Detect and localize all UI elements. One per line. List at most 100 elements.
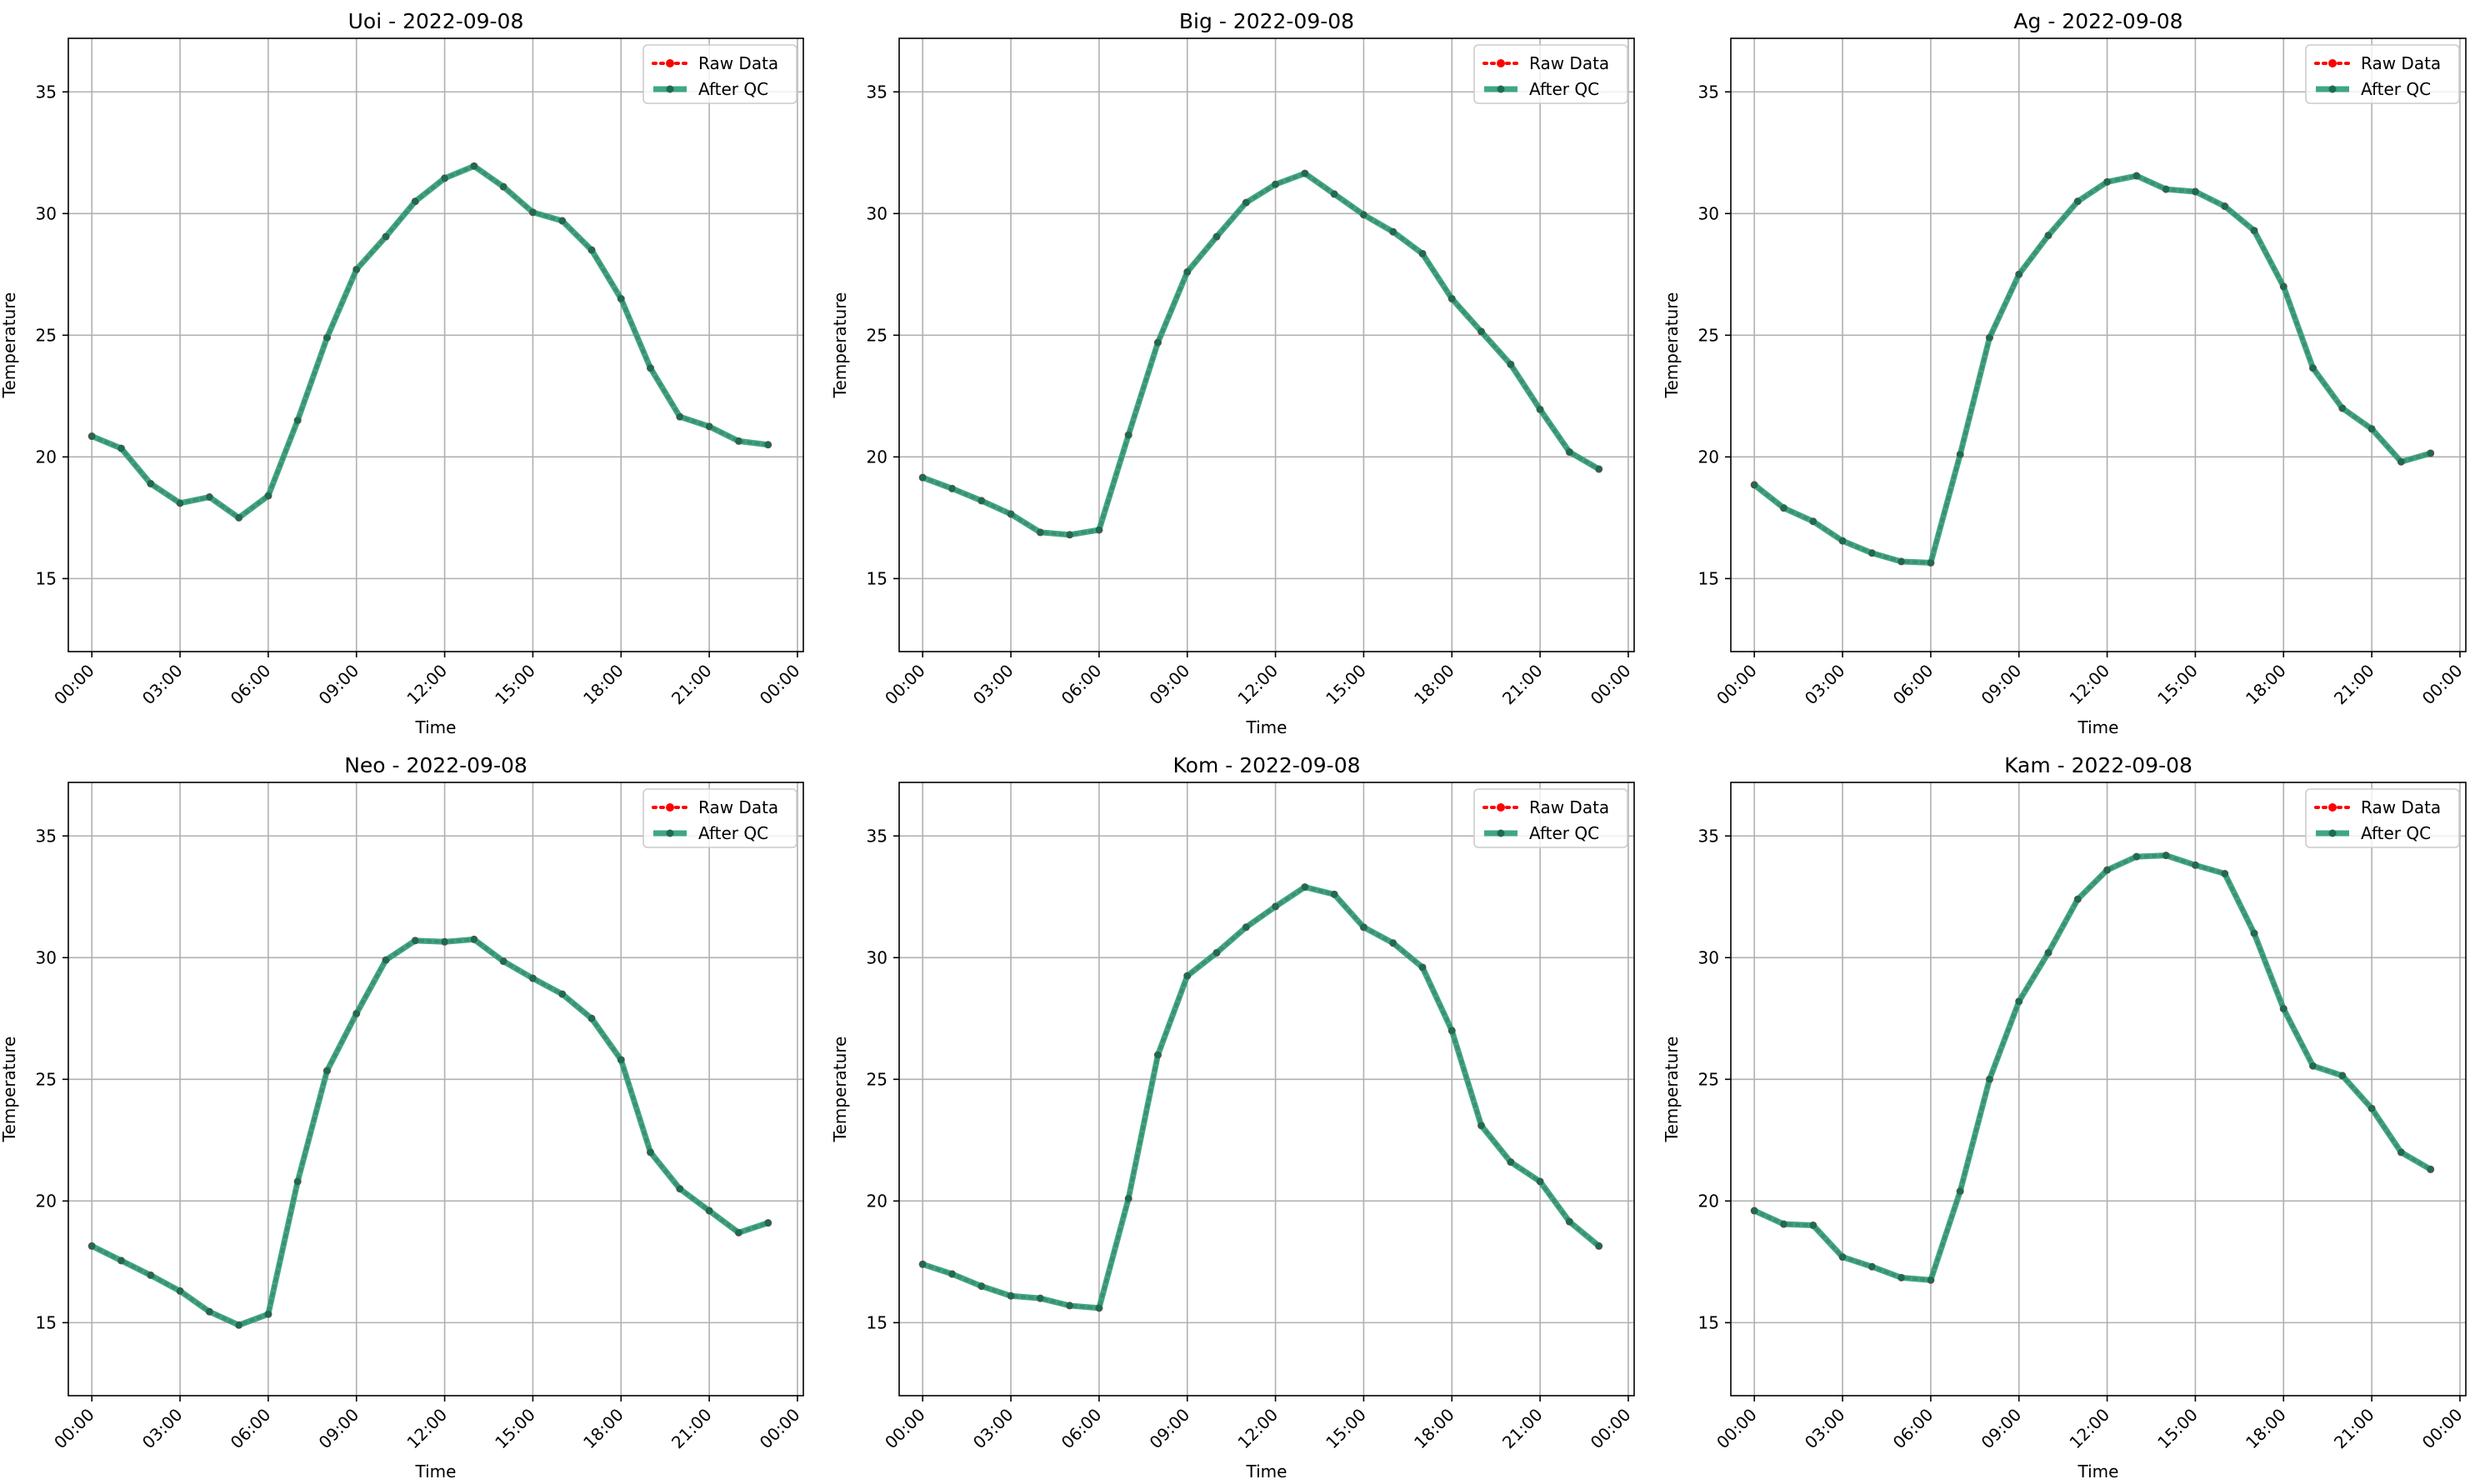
x-tick-label: 12:00 [1233, 661, 1282, 709]
data-point-after-qc [2368, 425, 2376, 432]
data-point-after-qc [2427, 1166, 2434, 1173]
legend: Raw Data After QC [642, 44, 798, 104]
x-tick-label: 00:00 [2418, 1405, 2467, 1453]
y-tick-label: 30 [867, 947, 888, 967]
data-point-after-qc [206, 493, 213, 501]
x-tick-label: 00:00 [50, 661, 98, 709]
data-point-after-qc [1566, 1217, 1573, 1226]
data-point-after-qc [1898, 1274, 1905, 1282]
legend-label-after-qc: After QC [1529, 823, 1599, 843]
series-line-after-qc [1752, 852, 2432, 1283]
data-point-after-qc [1536, 1177, 1544, 1186]
x-tick-label: 09:00 [1146, 661, 1194, 709]
x-tick-label: 12:00 [402, 1405, 451, 1453]
data-point-after-qc [147, 480, 154, 487]
y-tick-label: 15 [36, 568, 57, 588]
y-tick-label: 35 [867, 826, 888, 846]
data-point-after-qc [1868, 1263, 1876, 1271]
data-point-after-qc [441, 938, 448, 946]
x-tick-label: 06:00 [1058, 1405, 1106, 1453]
legend-marker-raw-data [2328, 59, 2337, 67]
data-point-after-qc [588, 1015, 596, 1022]
y-tick-label: 30 [1698, 203, 1719, 223]
data-point-after-qc [1898, 557, 1905, 566]
x-tick-label: 00:00 [1712, 661, 1761, 709]
legend-marker-after-qc [666, 85, 674, 93]
x-tick-label: 06:00 [227, 1405, 275, 1453]
data-point-after-qc [382, 957, 390, 964]
data-point-after-qc [1927, 559, 1935, 567]
legend-label-after-qc: After QC [698, 79, 768, 99]
data-point-after-qc [1183, 972, 1191, 980]
series-line-after-qc [90, 162, 769, 521]
x-tick-label: 21:00 [2330, 661, 2378, 709]
x-tick-label: 09:00 [1978, 1405, 2026, 1453]
data-point-after-qc [352, 1010, 360, 1017]
legend-marker-raw-data [1497, 59, 1505, 67]
legend-marker-after-qc [1497, 829, 1505, 837]
y-tick-label: 15 [1698, 1312, 1719, 1332]
x-axis-label: Time [1246, 1462, 1288, 1482]
x-tick-label: 18:00 [579, 1405, 628, 1453]
data-point-after-qc [676, 412, 684, 421]
x-tick-label: 21:00 [1498, 1405, 1547, 1453]
chart-title: Neo - 2022-09-08 [344, 753, 528, 777]
x-tick-label: 21:00 [668, 1405, 716, 1453]
data-point-after-qc [1272, 902, 1279, 911]
data-point-after-qc [1536, 406, 1544, 413]
data-point-after-qc [1809, 517, 1817, 525]
data-point-after-qc [1124, 1195, 1132, 1202]
chart-panel: Ag - 2022-09-08 15 20 25 30 35 00:00 03:00 06:00… [1662, 9, 2467, 737]
data-point-after-qc [978, 1282, 985, 1290]
x-tick-label: 03:00 [138, 661, 187, 709]
series-line-raw-data [90, 164, 770, 520]
legend-label-after-qc: After QC [698, 823, 768, 843]
data-point-after-qc [676, 1185, 684, 1192]
data-point-after-qc [558, 217, 566, 225]
data-point-after-qc [470, 162, 478, 170]
x-tick-label: 18:00 [579, 661, 628, 709]
legend: Raw Data After QC [2305, 44, 2460, 104]
chart-title: Kam - 2022-09-08 [2004, 753, 2192, 777]
data-point-after-qc [118, 1257, 125, 1265]
data-point-after-qc [1418, 250, 1427, 257]
data-point-after-qc [1330, 190, 1338, 198]
data-point-after-qc [2250, 227, 2258, 234]
x-tick-label: 03:00 [1801, 1405, 1849, 1453]
data-point-after-qc [1066, 531, 1073, 539]
x-tick-label: 18:00 [2242, 1405, 2290, 1453]
data-point-after-qc [293, 417, 302, 424]
x-tick-label: 09:00 [315, 1405, 363, 1453]
data-point-after-qc [1986, 1076, 1993, 1083]
x-tick-label: 03:00 [138, 1405, 187, 1453]
x-tick-label: 15:00 [2153, 661, 2202, 709]
data-point-after-qc [323, 1067, 331, 1075]
y-axis-label: Temperature [0, 292, 19, 399]
x-tick-label: 21:00 [1498, 661, 1547, 709]
data-point-after-qc [88, 1242, 96, 1250]
data-point-after-qc [470, 936, 478, 943]
x-tick-label: 03:00 [969, 661, 1018, 709]
legend-label-after-qc: After QC [2361, 79, 2431, 99]
data-point-after-qc [235, 514, 242, 522]
series-line-raw-data [1752, 853, 2432, 1282]
data-point-after-qc [1037, 528, 1044, 537]
data-point-after-qc [1272, 181, 1279, 188]
data-point-after-qc [1751, 1207, 1758, 1215]
data-point-after-qc [2280, 282, 2288, 291]
y-axis-label: Temperature [830, 1037, 850, 1143]
x-tick-label: 00:00 [1712, 1405, 1761, 1453]
x-tick-label: 03:00 [969, 1405, 1018, 1453]
data-point-after-qc [2309, 364, 2317, 372]
x-axis-label: Time [415, 717, 457, 737]
data-point-after-qc [1095, 526, 1103, 534]
plot-frame [68, 37, 804, 652]
data-point-after-qc [118, 444, 125, 452]
y-tick-label: 15 [36, 1312, 57, 1332]
chart-title: Big - 2022-09-08 [1179, 9, 1354, 33]
legend-marker-raw-data [2328, 803, 2337, 812]
x-tick-label: 18:00 [1410, 1405, 1458, 1453]
x-tick-label: 12:00 [2065, 661, 2113, 709]
data-point-after-qc [1242, 923, 1250, 931]
